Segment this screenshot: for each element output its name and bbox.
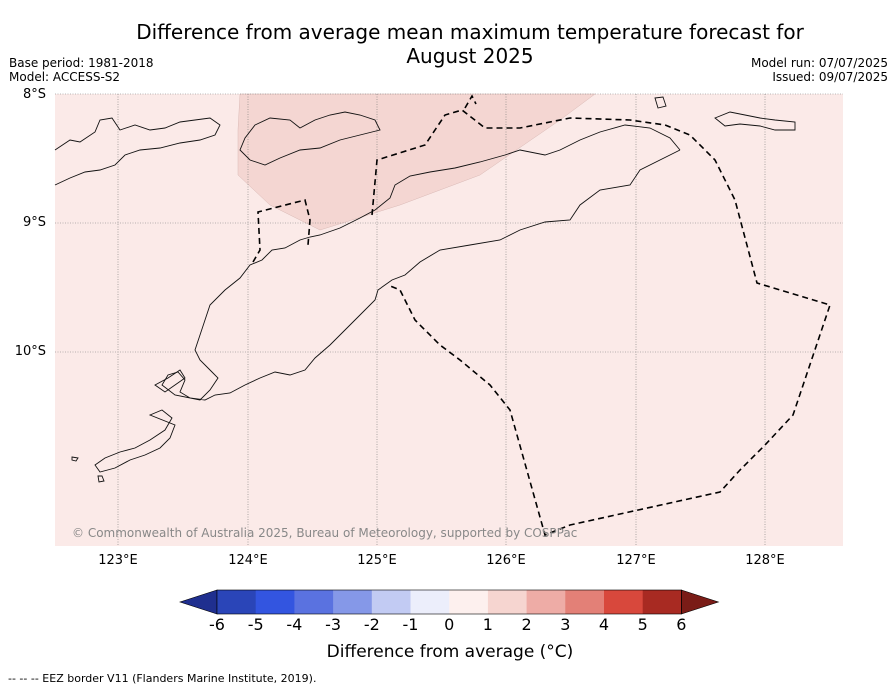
- colorbar-cell: [449, 590, 489, 614]
- colorbar-cell: [642, 590, 682, 614]
- colorbar-tick-label: -1: [402, 615, 419, 634]
- small-island-3: [97, 475, 105, 483]
- colorbar-cell: [604, 590, 644, 614]
- colorbar-tick-label: 5: [637, 615, 648, 634]
- colorbar-tick-label: -6: [209, 615, 225, 634]
- semau-coast: [154, 369, 186, 393]
- colorbar-extend-high: [681, 589, 720, 615]
- flores-coast: [54, 117, 221, 186]
- colorbar-tick-label: 4: [598, 615, 610, 634]
- colorbar-frame: [216, 589, 682, 615]
- lon-label-125e: 125°E: [357, 553, 397, 568]
- graticule: [55, 93, 843, 546]
- colorbar-extend-low: [179, 589, 218, 615]
- map-title: Difference from average mean maximum tem…: [136, 20, 804, 68]
- colorbar-tick-label: 1: [482, 615, 493, 634]
- lat-label-9s: 9°S: [22, 215, 46, 230]
- colorbar-cell: [371, 590, 411, 614]
- copyright-notice: © Commonwealth of Australia 2025, Bureau…: [72, 526, 578, 540]
- colorbar-label: Difference from average (°C): [326, 642, 574, 662]
- colorbar-tick-label: -4: [286, 615, 303, 634]
- colorbar-tick-label: -3: [325, 615, 342, 634]
- lon-label-124e: 124°E: [228, 553, 268, 568]
- lon-label-127e: 127°E: [616, 553, 656, 568]
- eez-segment-east: [371, 109, 832, 537]
- issued-date: Issued: 09/07/2025: [772, 70, 888, 84]
- colorbar-tick-label: -2: [363, 615, 380, 634]
- small-island-2: [71, 456, 79, 462]
- colorbar-cell: [294, 590, 334, 614]
- colorbar-tick-label: 0: [444, 615, 455, 634]
- alor-coast: [239, 111, 381, 166]
- base-period: Base period: 1981-2018: [9, 56, 154, 70]
- colorbar-cell: [526, 590, 566, 614]
- eez-border: [252, 94, 832, 537]
- eez-segment-north: [464, 94, 477, 109]
- lon-label-126e: 126°E: [486, 553, 526, 568]
- small-island-1: [654, 96, 667, 109]
- model-run: Model run: 07/07/2025: [750, 56, 888, 70]
- colorbar-cell: [217, 590, 257, 614]
- lon-label-128e: 128°E: [745, 553, 785, 568]
- colorbar-cell: [487, 590, 528, 614]
- colorbar-cell: [565, 590, 605, 614]
- colorbar-tick-label: 6: [676, 615, 687, 634]
- east-island-coast: [714, 111, 796, 131]
- timor-coast: [161, 124, 681, 401]
- eez-segment-west: [252, 199, 311, 263]
- lon-label-123e: 123°E: [98, 553, 138, 568]
- eez-footnote: -- -- -- EEZ border V11 (Flanders Marine…: [8, 672, 317, 685]
- meta-left: Base period: 1981-2018 Model: ACCESS-S2: [9, 56, 154, 84]
- coastlines: [54, 96, 796, 483]
- colorbar-tick-label: 2: [521, 615, 532, 634]
- colorbar-cell: [410, 590, 450, 614]
- colorbar-tick-label: -5: [247, 615, 264, 634]
- colorbar-cell: [333, 590, 373, 614]
- lat-label-10s: 10°S: [14, 344, 46, 359]
- colorbar-cell: [255, 590, 295, 614]
- model-name: Model: ACCESS-S2: [9, 70, 121, 84]
- rote-coast: [94, 409, 176, 473]
- lat-label-8s: 8°S: [22, 87, 46, 102]
- colorbar-tick-label: 3: [560, 615, 571, 634]
- meta-right: Model run: 07/07/2025 Issued: 09/07/2025: [751, 56, 888, 84]
